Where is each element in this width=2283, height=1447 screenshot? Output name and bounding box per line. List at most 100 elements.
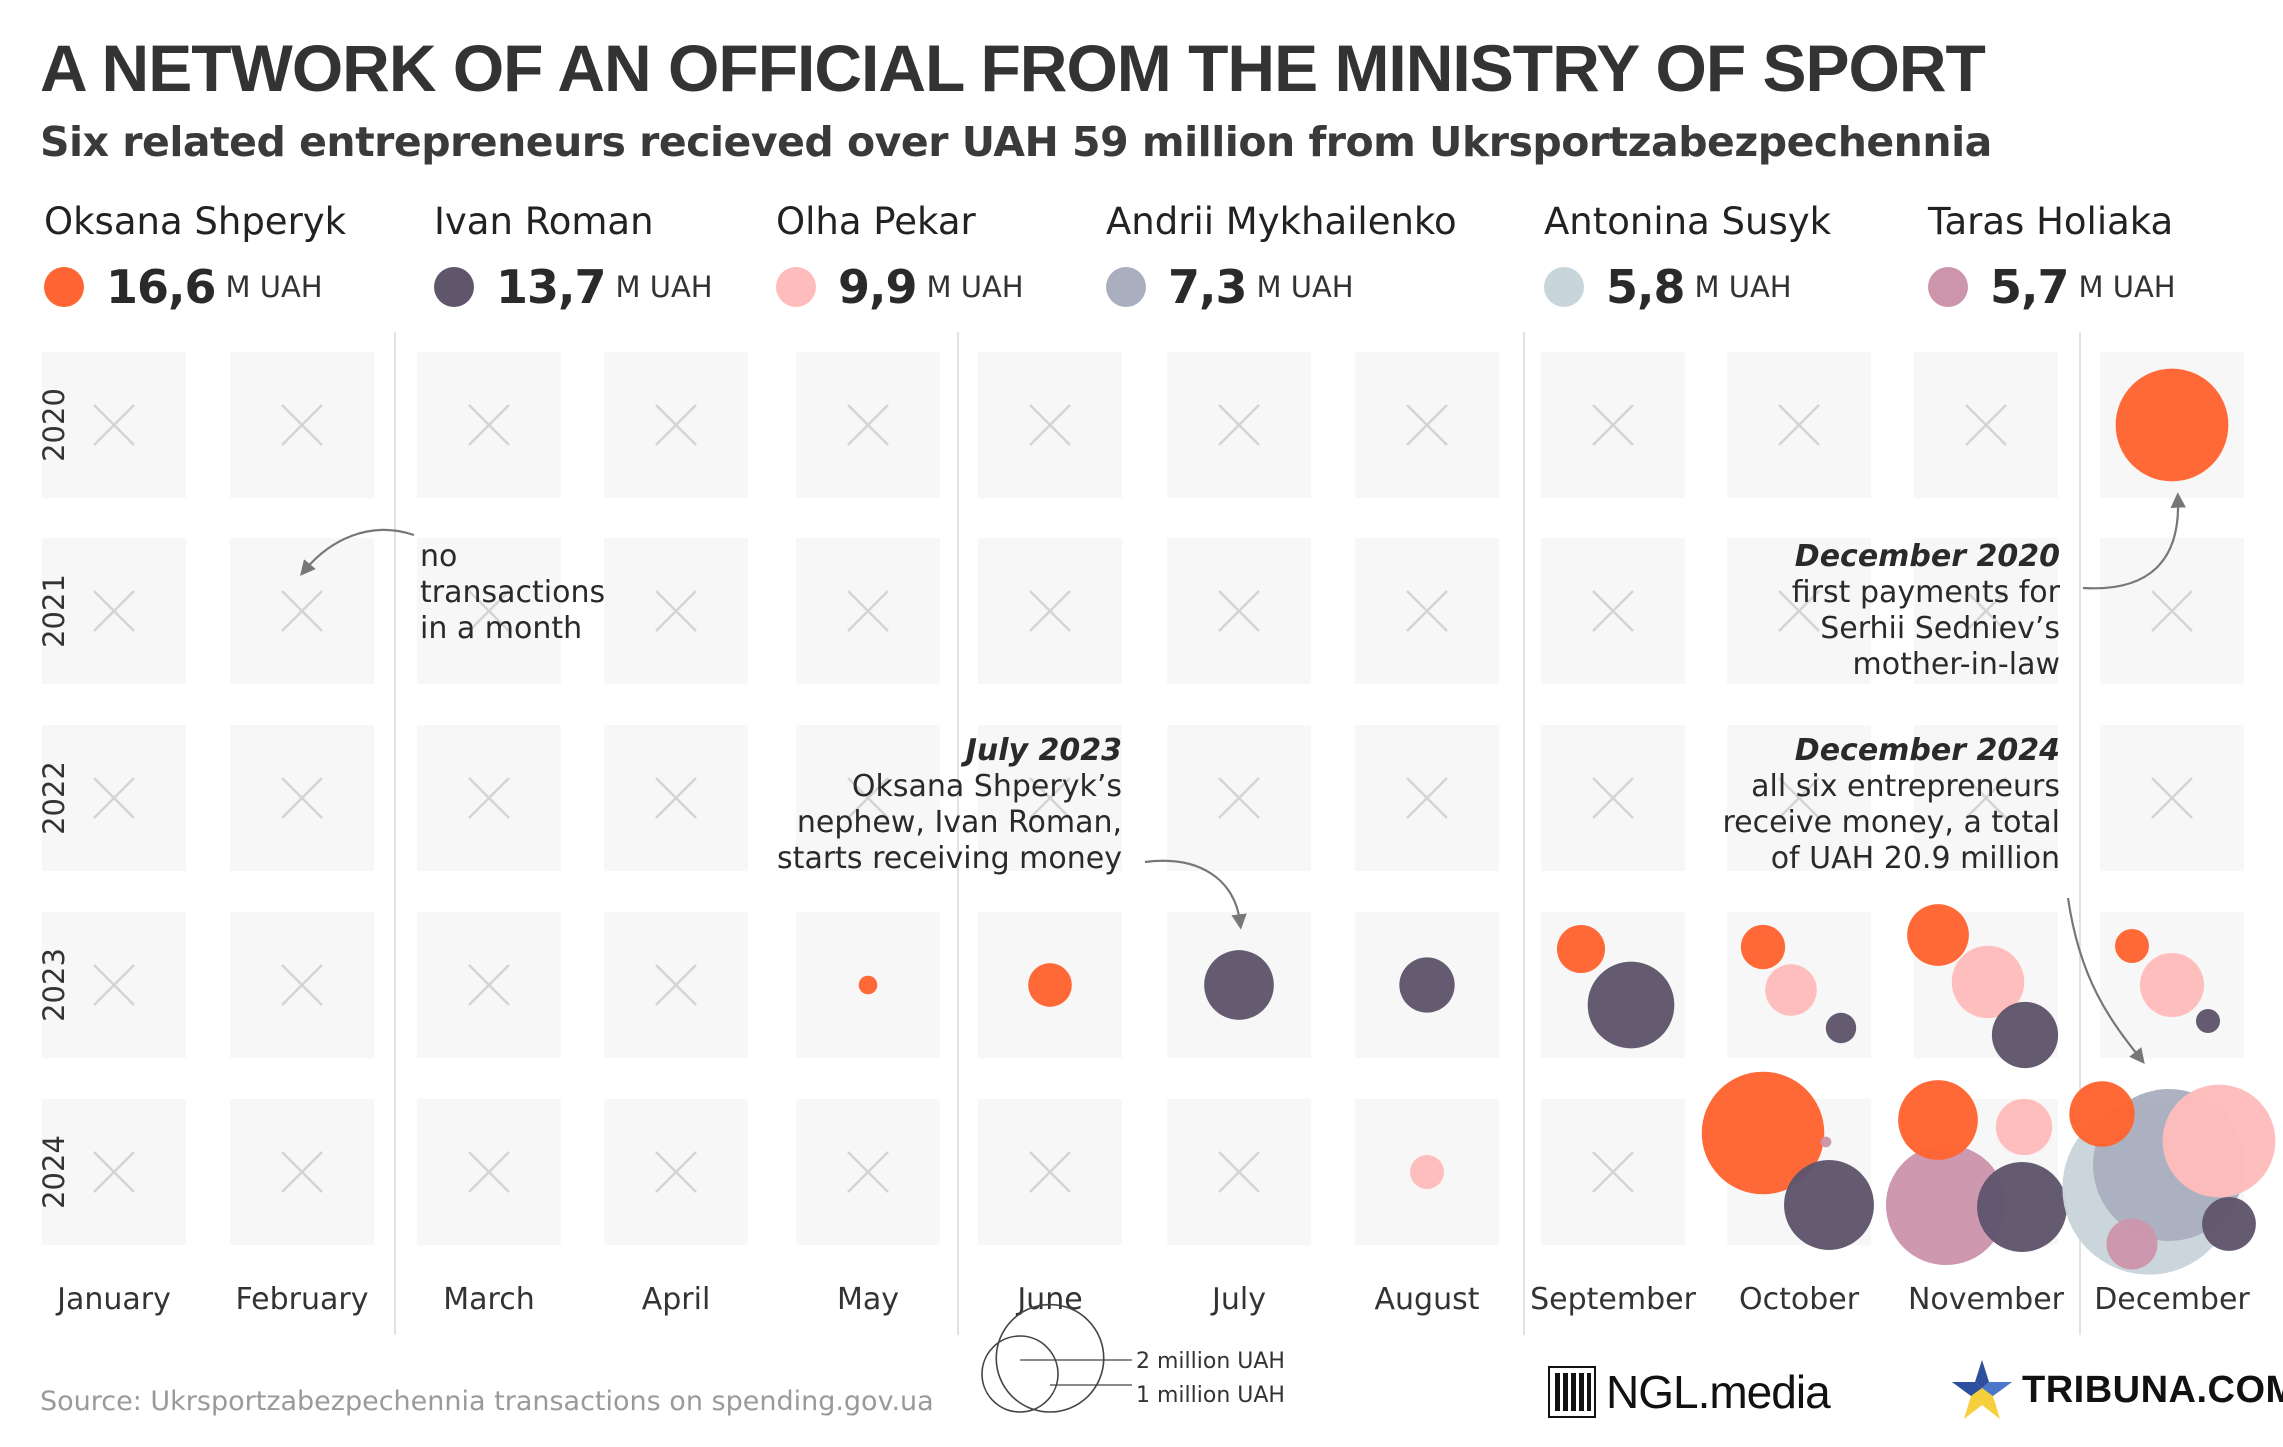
no-transaction-cross — [1592, 404, 1634, 446]
no-transaction-cross — [1592, 777, 1634, 819]
no-transaction-cross — [655, 964, 697, 1006]
person-color-dot — [1928, 267, 1968, 307]
annotation-line: receive money, a total — [1722, 805, 2060, 840]
no-transaction-cross — [468, 404, 510, 446]
bubble-ivan-roman — [1399, 957, 1455, 1013]
person-taras-holiaka: Taras Holiaka 5,7 M UAH — [1928, 200, 2176, 314]
person-olha-pekar: Olha Pekar 9,9 M UAH — [776, 200, 1024, 314]
no-transaction-cross — [1592, 590, 1634, 632]
bubble-oksana-shperyk — [858, 975, 878, 995]
month-label: May — [837, 1282, 899, 1317]
no-transaction-cross — [93, 590, 135, 632]
annotation-heading: July 2023 — [961, 733, 1122, 768]
no-transaction-cross — [1218, 590, 1260, 632]
person-name: Olha Pekar — [776, 200, 976, 243]
month-label: February — [236, 1282, 369, 1317]
bubble-oksana-shperyk — [1907, 904, 1969, 966]
person-name: Taras Holiaka — [1928, 200, 2174, 243]
annotation-heading: December 2020 — [1795, 539, 2060, 574]
bubble-ivan-roman — [1991, 1001, 2059, 1069]
person-unit: M UAH — [1256, 270, 1354, 304]
bubble-oksana-shperyk — [1740, 924, 1786, 970]
no-transaction-cross — [281, 590, 323, 632]
no-transaction-cross — [2151, 590, 2193, 632]
bubble-oksana-shperyk — [1556, 924, 1606, 974]
no-transaction-cross — [93, 1151, 135, 1193]
source-note: Source: Ukrsportzabezpechennia transacti… — [40, 1386, 934, 1417]
bubble-olha-pekar — [1410, 1155, 1444, 1189]
no-transaction-cross — [1406, 404, 1448, 446]
bubble-taras-holiaka — [2106, 1218, 2158, 1270]
no-transaction-cross — [281, 1151, 323, 1193]
bubble-ivan-roman — [1204, 950, 1274, 1020]
annotation-heading: December 2024 — [1795, 733, 2060, 768]
no-transaction-cross — [93, 404, 135, 446]
month-label: October — [1739, 1282, 1860, 1317]
no-transaction-cross — [655, 404, 697, 446]
annotation-arrow — [2066, 897, 2145, 1065]
no-transaction-cross — [468, 590, 510, 632]
no-transaction-cross — [93, 964, 135, 1006]
bubble-olha-pekar — [1951, 945, 2025, 1019]
ngl-logo-text: NGL.media — [1606, 1366, 1831, 1418]
person-oksana-shperyk: Oksana Shperyk 16,6 M UAH — [44, 200, 346, 314]
month-label: July — [1210, 1282, 1266, 1317]
bubble-ivan-roman — [1784, 1160, 1874, 1250]
bubble-oksana-shperyk — [2115, 929, 2149, 963]
person-name: Andrii Mykhailenko — [1106, 200, 1457, 243]
person-antonina-susyk: Antonina Susyk 5,8 M UAH — [1544, 200, 1831, 314]
person-unit: M UAH — [225, 270, 323, 304]
no-transaction-cross — [655, 777, 697, 819]
year-label: 2023 — [37, 948, 71, 1022]
month-label: June — [1015, 1282, 1082, 1317]
no-transaction-cross — [1029, 777, 1071, 819]
month-label: September — [1530, 1282, 1696, 1317]
person-amount: 5,8 — [1606, 260, 1685, 314]
no-transaction-cross — [1965, 777, 2007, 819]
month-label: December — [2094, 1282, 2250, 1317]
person-color-dot — [434, 267, 474, 307]
no-transaction-cross — [655, 590, 697, 632]
bubble-ivan-roman — [2195, 1008, 2221, 1034]
annotation-line: all six entrepreneurs — [1751, 769, 2060, 804]
annotation-line: in a month — [420, 611, 582, 646]
year-label: 2022 — [37, 761, 71, 835]
person-name: Oksana Shperyk — [44, 200, 347, 243]
no-transaction-cross — [847, 1151, 889, 1193]
no-transaction-cross — [1778, 404, 1820, 446]
month-label: April — [642, 1282, 711, 1317]
month-label: August — [1375, 1282, 1480, 1317]
person-color-dot — [1544, 267, 1584, 307]
size-legend-circle — [981, 1335, 1059, 1413]
no-transaction-cross — [281, 964, 323, 1006]
year-label: 2021 — [37, 574, 71, 648]
person-unit: M UAH — [615, 270, 713, 304]
chart-title: A NETWORK OF AN OFFICIAL FROM THE MINIST… — [40, 31, 1986, 105]
person-unit: M UAH — [926, 270, 1024, 304]
annotation-arrow — [1144, 859, 1247, 930]
annotation-line: Serhii Sedniev’s — [1820, 611, 2060, 646]
annotation-line: no — [420, 539, 457, 574]
no-transaction-cross — [1218, 1151, 1260, 1193]
no-transaction-cross — [1406, 590, 1448, 632]
no-transaction-cross — [468, 964, 510, 1006]
no-transaction-cross — [655, 1151, 697, 1193]
no-transaction-cross — [1965, 590, 2007, 632]
bubble-oksana-shperyk — [1028, 963, 1072, 1007]
bubble-taras-holiaka — [1885, 1144, 2007, 1266]
no-transaction-cross — [1029, 1151, 1071, 1193]
person-amount: 13,7 — [496, 260, 606, 314]
person-unit: M UAH — [2078, 270, 2176, 304]
person-unit: M UAH — [1694, 270, 1792, 304]
annotation-arrow — [300, 528, 415, 576]
ngl-logo-icon — [1548, 1366, 1596, 1418]
person-name: Antonina Susyk — [1544, 200, 1832, 243]
person-name: Ivan Roman — [434, 200, 654, 243]
no-transaction-cross — [281, 404, 323, 446]
tribuna-star-icon — [1952, 1360, 2012, 1419]
no-transaction-cross — [468, 1151, 510, 1193]
person-amount: 5,7 — [1990, 260, 2069, 314]
